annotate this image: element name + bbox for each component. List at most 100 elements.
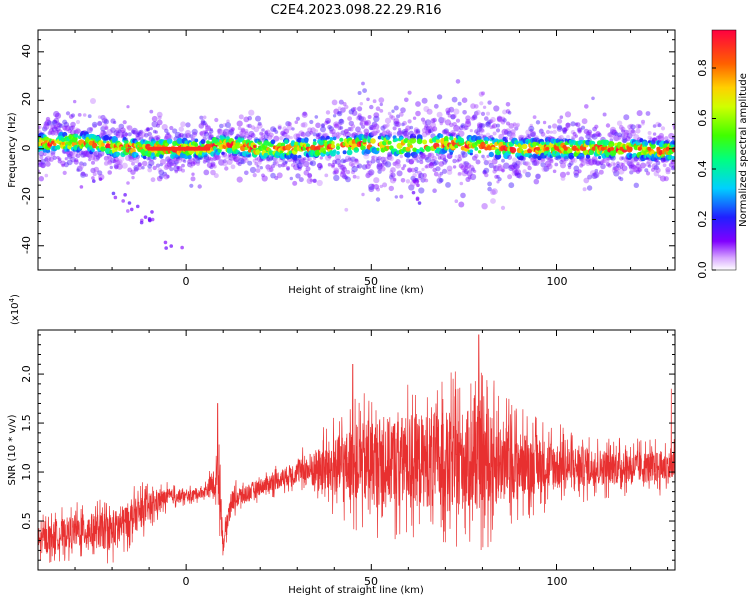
spectrogram-cell	[658, 174, 662, 178]
spectrogram-cell	[285, 121, 291, 127]
spectrogram-cell	[217, 148, 222, 153]
bot-ytick-05: 0.5	[20, 512, 33, 530]
spectrogram-cell	[594, 124, 599, 129]
spectrogram-cell	[524, 162, 528, 166]
spectrogram-cell	[305, 166, 311, 172]
spectrogram-cell	[572, 132, 577, 136]
spectrogram-cell	[342, 167, 348, 172]
spectrogram-cell	[47, 120, 53, 126]
spectrogram-cell	[547, 125, 552, 129]
spectrogram-cell	[199, 130, 207, 137]
spectrogram-cell	[73, 99, 77, 104]
spectrogram-cell	[509, 147, 517, 154]
spectrogram-cell	[80, 152, 86, 158]
spectrogram-cell	[40, 158, 46, 165]
spectrogram-cell	[113, 130, 120, 136]
top-ytick-40: 40	[20, 44, 33, 58]
spectrogram-cell	[492, 165, 497, 169]
spectrogram-cell	[544, 160, 552, 167]
spectrogram-cell	[126, 105, 130, 109]
spectrogram-cell	[635, 163, 641, 169]
spectrogram-cell	[454, 199, 459, 203]
spectrogram-cell	[377, 169, 382, 174]
spectrogram-cell	[563, 155, 569, 162]
spectrogram-cell	[374, 130, 379, 135]
spectrogram-cell	[293, 133, 300, 140]
spectrogram-cell	[148, 134, 154, 140]
spectrogram-cell	[361, 164, 368, 170]
spectrogram-cell	[203, 154, 210, 160]
spectrogram-cell	[490, 189, 496, 196]
spectrogram-cell	[625, 136, 631, 142]
spectrogram-cell	[628, 164, 634, 170]
spectrogram-cell	[535, 120, 541, 125]
spectrogram-cell	[419, 152, 427, 159]
spectrogram-cell	[215, 135, 221, 140]
spectrogram-cell	[307, 172, 313, 178]
spectrogram-cell	[458, 201, 465, 208]
spectrogram-cell	[619, 146, 624, 151]
spectrogram-cell	[239, 129, 247, 136]
spectrogram-cell	[444, 129, 449, 134]
spectrogram-cell	[452, 114, 457, 119]
spectrogram-cell	[421, 148, 425, 153]
spectrogram-cell	[103, 155, 109, 161]
spectrogram-cell	[393, 118, 400, 125]
spectrogram-cell	[450, 114, 456, 120]
spectrogram-cell	[425, 163, 431, 169]
spectrogram-cell	[359, 121, 363, 125]
spectrogram-cell	[488, 151, 494, 158]
spectrogram-cell	[396, 130, 403, 137]
spectrogram-cell	[580, 160, 586, 167]
spectrogram-cell	[653, 171, 659, 177]
spectrogram-cell	[391, 109, 395, 113]
spectrogram-cell	[344, 155, 352, 162]
spectrogram-cell	[470, 167, 476, 172]
spectrogram-cell	[510, 132, 516, 137]
spectrogram-cell	[149, 127, 153, 131]
spectrogram-cell	[38, 125, 42, 130]
spectrogram-cell	[405, 146, 411, 152]
spectrogram-cell	[515, 172, 521, 179]
spectrogram-cell	[159, 154, 164, 159]
spectrogram-cell	[153, 135, 159, 141]
spectrogram-cell	[541, 141, 545, 146]
spectrogram-cell	[166, 138, 173, 144]
spectrogram-cell	[292, 180, 298, 186]
spectrogram-cell	[590, 134, 596, 139]
spectrogram-cell	[443, 128, 449, 134]
spectrogram-cell	[145, 126, 151, 132]
spectrogram-cell	[525, 129, 531, 135]
spectrogram-cell	[127, 201, 132, 205]
spectrogram-cell	[192, 160, 197, 165]
spectrogram-cell	[621, 156, 625, 160]
spectrogram-cell	[337, 163, 342, 168]
spectrogram-cell	[76, 168, 80, 172]
spectrogram-cell	[136, 154, 140, 159]
spectrogram-cell	[312, 132, 317, 137]
spectrogram-cell	[433, 171, 439, 177]
spectrogram-cell	[477, 135, 482, 141]
spectrogram-cell	[82, 113, 87, 117]
spectrogram-cell	[499, 118, 504, 123]
spectrogram-cell	[342, 102, 347, 106]
spectrogram-cell	[316, 179, 323, 187]
spectrogram-cell	[68, 125, 74, 131]
spectrogram-cell	[65, 111, 71, 116]
spectrogram-cell	[42, 126, 48, 132]
spectrogram-cell	[427, 129, 432, 134]
spectrogram-cell	[651, 167, 655, 172]
spectrogram-cell	[475, 159, 481, 165]
spectrogram-cell	[247, 135, 253, 141]
spectrogram-cell	[479, 101, 484, 106]
spectrogram-cell	[350, 107, 356, 112]
spectrogram-cell	[93, 166, 100, 173]
spectrogram-cell	[55, 126, 61, 132]
spectrogram-cell	[395, 159, 401, 165]
spectrogram-cell	[605, 123, 611, 128]
spectrogram-cell	[339, 126, 344, 130]
spectrogram-cell	[619, 165, 623, 169]
spectrogram-cell	[62, 119, 68, 125]
spectrogram-cell	[74, 133, 79, 138]
spectrogram-cell	[496, 115, 503, 122]
